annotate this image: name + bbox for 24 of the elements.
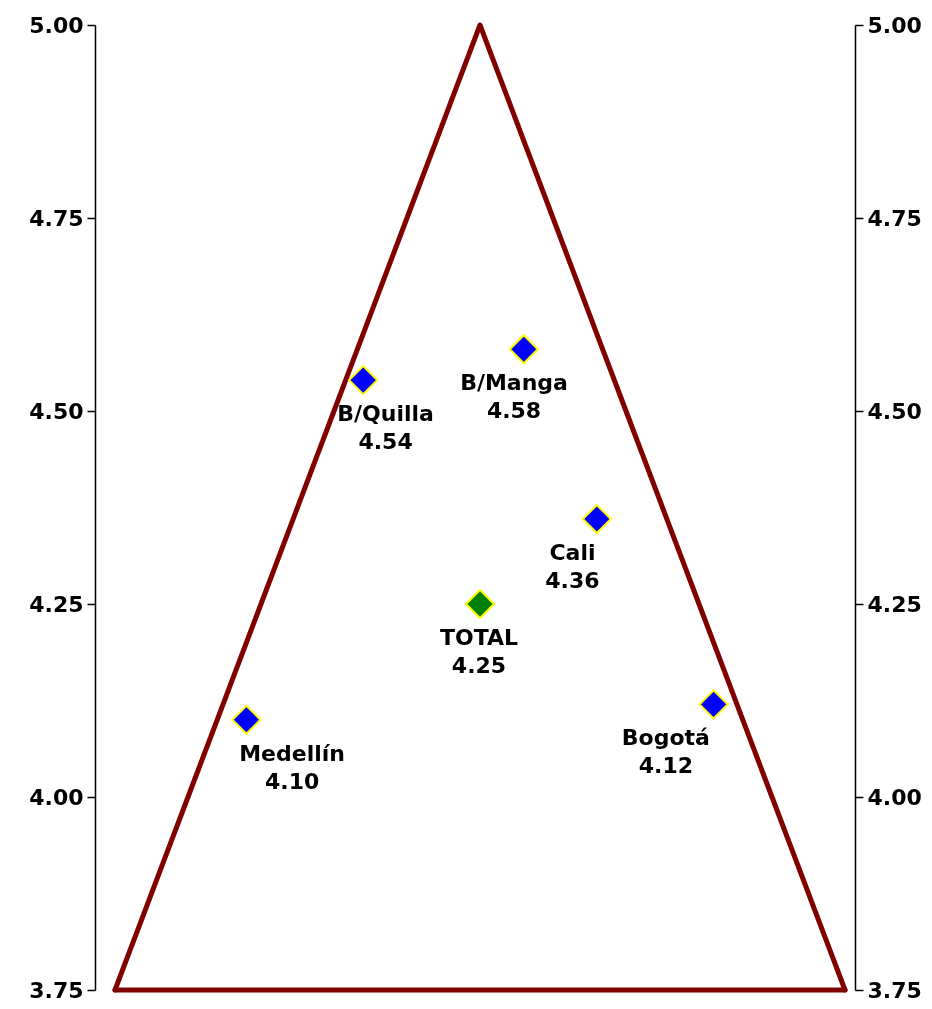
y-tick-label: 4.75 [29, 205, 84, 231]
data-label: 4.54 [358, 429, 413, 455]
series-label: B/Manga [460, 370, 568, 396]
y2-tick-label: 4.25 [867, 591, 922, 617]
data-label: 4.25 [451, 653, 507, 678]
series-label: TOTAL [439, 625, 519, 650]
y2-tick-label: 3.75 [867, 977, 922, 1003]
y2-tick-label: 5.00 [867, 12, 922, 38]
data-label: 4.12 [638, 753, 694, 779]
y-tick-label: 5.00 [29, 12, 84, 38]
series-label: Cali [549, 540, 596, 566]
y-tick-label: 4.00 [29, 784, 84, 810]
y2-tick-label: 4.75 [867, 205, 922, 231]
series-label: Bogotá [621, 725, 710, 751]
data-label: 4.58 [486, 398, 542, 424]
y2-tick-label: 4.50 [867, 398, 922, 424]
data-label: 4.36 [545, 568, 600, 594]
series-label: Medellín [239, 740, 346, 766]
y-tick-label: 3.75 [29, 977, 84, 1003]
y-tick-label: 4.25 [29, 591, 84, 617]
series-label: B/Quilla [337, 401, 434, 427]
y-tick-label: 4.50 [29, 398, 84, 424]
data-label: 4.10 [264, 768, 320, 794]
y2-tick-label: 4.00 [867, 784, 922, 810]
